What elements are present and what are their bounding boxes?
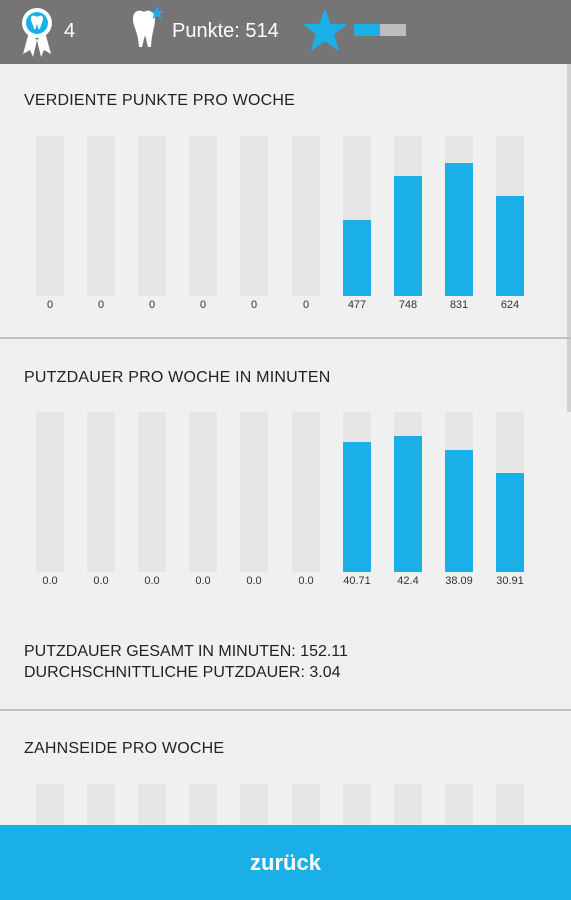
bar-value-label: 831 [449,299,469,311]
bar-track [138,412,166,572]
divider [0,709,571,711]
bar-value-label: 748 [398,299,418,311]
bar-value-label: 0.0 [246,575,262,587]
bar-track [138,784,166,825]
floss-per-week-chart [0,784,571,825]
bar-track [138,136,166,296]
bar-value-label: 0 [250,299,258,311]
bar-value-label: 624 [500,299,520,311]
bar-track [36,412,64,572]
bar [496,196,524,296]
section-title-brushing: PUTZDAUER PRO WOCHE IN MINUTEN [24,369,331,386]
bar-track [292,412,320,572]
bar [496,473,524,572]
section-title-floss: ZAHNSEIDE PRO WOCHE [24,740,225,757]
bar-value-label: 0 [46,299,54,311]
points-per-week-chart: 0 0 0 0 0 0 477 748 831 624 [0,136,571,316]
summary-block: PUTZDAUER GESAMT IN MINUTEN: 152.11 DURC… [24,641,348,683]
level-progress-fill [354,24,380,36]
top-status-bar: 4 Punkte: 514 [0,0,571,64]
bar-value-label: 38.09 [445,575,473,587]
bar-track [87,136,115,296]
star-icon [304,10,346,50]
bar-value-label: 0.0 [298,575,314,587]
bar-value-label: 0 [302,299,310,311]
bar [445,450,473,572]
section-title-points: VERDIENTE PUNKTE PRO WOCHE [24,92,296,109]
scrollbar[interactable] [567,64,571,412]
bar-value-label: 0.0 [144,575,160,587]
bar-track [87,412,115,572]
bar-value-label: 42.4 [397,575,419,587]
bar-track [292,136,320,296]
bar-value-label: 30.91 [496,575,524,587]
back-button[interactable]: zurück [0,825,571,900]
bar-track [240,784,268,825]
bar-track [189,784,217,825]
bar-track [240,136,268,296]
bar-track [36,784,64,825]
bar-track [189,136,217,296]
total-duration-text: PUTZDAUER GESAMT IN MINUTEN: 152.11 [24,643,348,660]
bar-track [343,784,371,825]
bar-value-label: 40.71 [343,575,371,587]
bar-value-label: 0.0 [195,575,211,587]
bar-track [240,412,268,572]
brushing-duration-chart: 0.0 0.0 0.0 0.0 0.0 0.0 40.71 42.4 38.09 30.91 [0,412,571,592]
divider [0,337,571,339]
bar-value-label: 0 [97,299,105,311]
bar-track [36,136,64,296]
bar-value-label: 0 [148,299,156,311]
bar-track [394,784,422,825]
award-count: 4 [64,20,76,42]
tooth-star-icon [133,6,164,47]
bar [343,220,371,296]
bar [394,436,422,572]
bar-track [189,412,217,572]
bar-value-label: 0.0 [93,575,109,587]
award-ribbon-icon [22,8,52,57]
bar-track [87,784,115,825]
bar [445,163,473,296]
bar-value-label: 477 [347,299,367,311]
bar-value-label: 0 [199,299,207,311]
average-duration-text: DURCHSCHNITTLICHE PUTZDAUER: 3.04 [24,664,341,681]
points-label: Punkte: 514 [172,20,279,42]
bar-track [496,784,524,825]
bar-value-label: 0.0 [42,575,58,587]
level-progress-bar [354,24,406,36]
bar [394,176,422,296]
bar-track [445,784,473,825]
bar [343,442,371,572]
bar-track [292,784,320,825]
